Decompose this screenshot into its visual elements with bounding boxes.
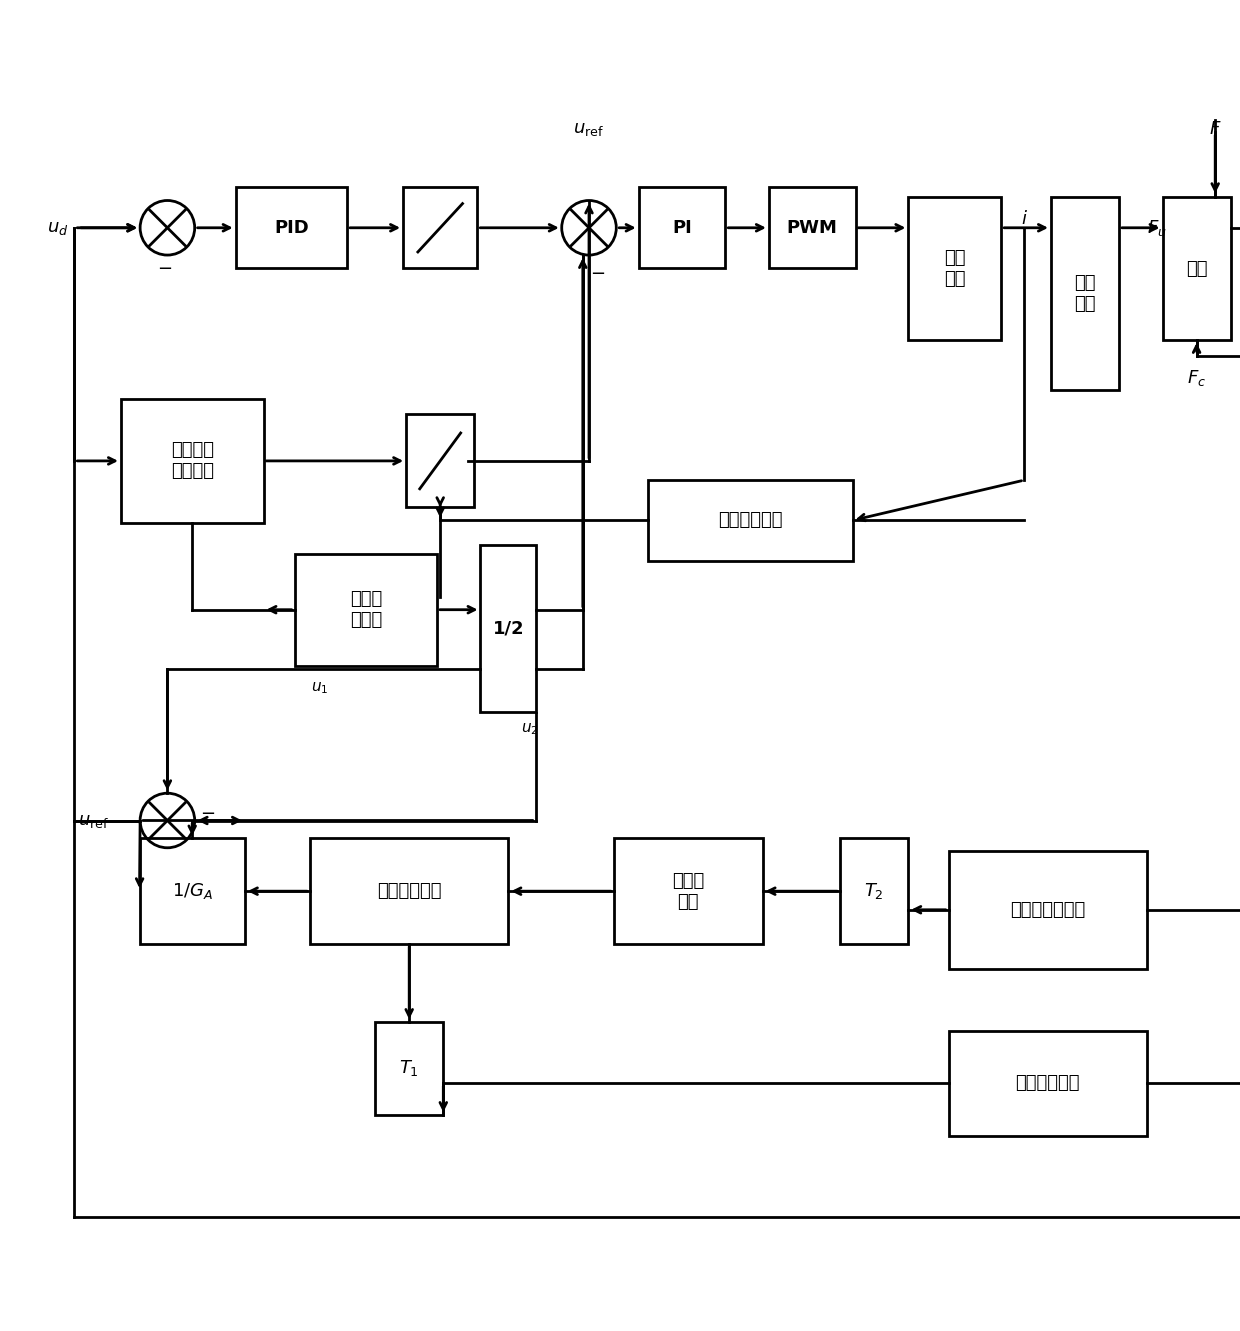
Text: $T_1$: $T_1$ [399, 1058, 419, 1078]
Text: 补偿力
计算: 补偿力 计算 [672, 872, 704, 910]
Bar [841, 839, 908, 944]
Bar [295, 554, 438, 666]
Bar [405, 414, 474, 507]
Bar [1163, 197, 1230, 339]
Text: 转子加速度采样: 转子加速度采样 [1011, 901, 1085, 918]
Text: $u_2$: $u_2$ [521, 721, 538, 737]
Bar [374, 1022, 444, 1115]
Bar [908, 197, 1002, 339]
Text: $u_{\rm ref}$: $u_{\rm ref}$ [573, 121, 605, 138]
Text: 补偿电流计算: 补偿电流计算 [377, 882, 441, 900]
Bar [310, 839, 508, 944]
Bar [139, 839, 246, 944]
Bar [647, 480, 853, 560]
Text: $-$: $-$ [200, 804, 216, 821]
Text: $i$: $i$ [1021, 210, 1028, 228]
Text: $1/G_A$: $1/G_A$ [171, 881, 213, 901]
Text: $T_2$: $T_2$ [864, 881, 884, 901]
Bar [403, 188, 477, 268]
Text: $-$: $-$ [589, 264, 605, 281]
Text: $F$: $F$ [1209, 121, 1221, 138]
Bar [1052, 197, 1120, 390]
Text: 线圈电流采样: 线圈电流采样 [718, 511, 782, 530]
Text: 功率
半桥: 功率 半桥 [944, 249, 966, 287]
Text: 1/2: 1/2 [492, 619, 525, 638]
Bar [639, 188, 725, 268]
Text: 电磁
线圈: 电磁 线圈 [1074, 274, 1096, 313]
Text: PI: PI [672, 218, 692, 237]
Text: 转子位移采样: 转子位移采样 [1016, 1074, 1080, 1093]
Text: $u_d$: $u_d$ [47, 218, 68, 237]
Bar [949, 1030, 1147, 1137]
Bar [614, 839, 763, 944]
Text: $u_{\rm ref}$: $u_{\rm ref}$ [78, 812, 109, 829]
Text: PID: PID [274, 218, 309, 237]
Text: PWM: PWM [786, 218, 838, 237]
Text: $F_u$: $F_u$ [1147, 218, 1167, 238]
Text: 应急控
制模块: 应急控 制模块 [350, 591, 382, 630]
Text: $u_1$: $u_1$ [311, 680, 329, 696]
Bar [480, 544, 536, 712]
Bar [122, 399, 263, 523]
Text: $-$: $-$ [157, 258, 172, 276]
Text: 工作状态
评估模块: 工作状态 评估模块 [171, 442, 213, 480]
Bar [236, 188, 347, 268]
Bar [949, 851, 1147, 969]
Bar [769, 188, 856, 268]
Text: 转子: 转子 [1185, 260, 1208, 278]
Text: $F_c$: $F_c$ [1187, 367, 1207, 387]
